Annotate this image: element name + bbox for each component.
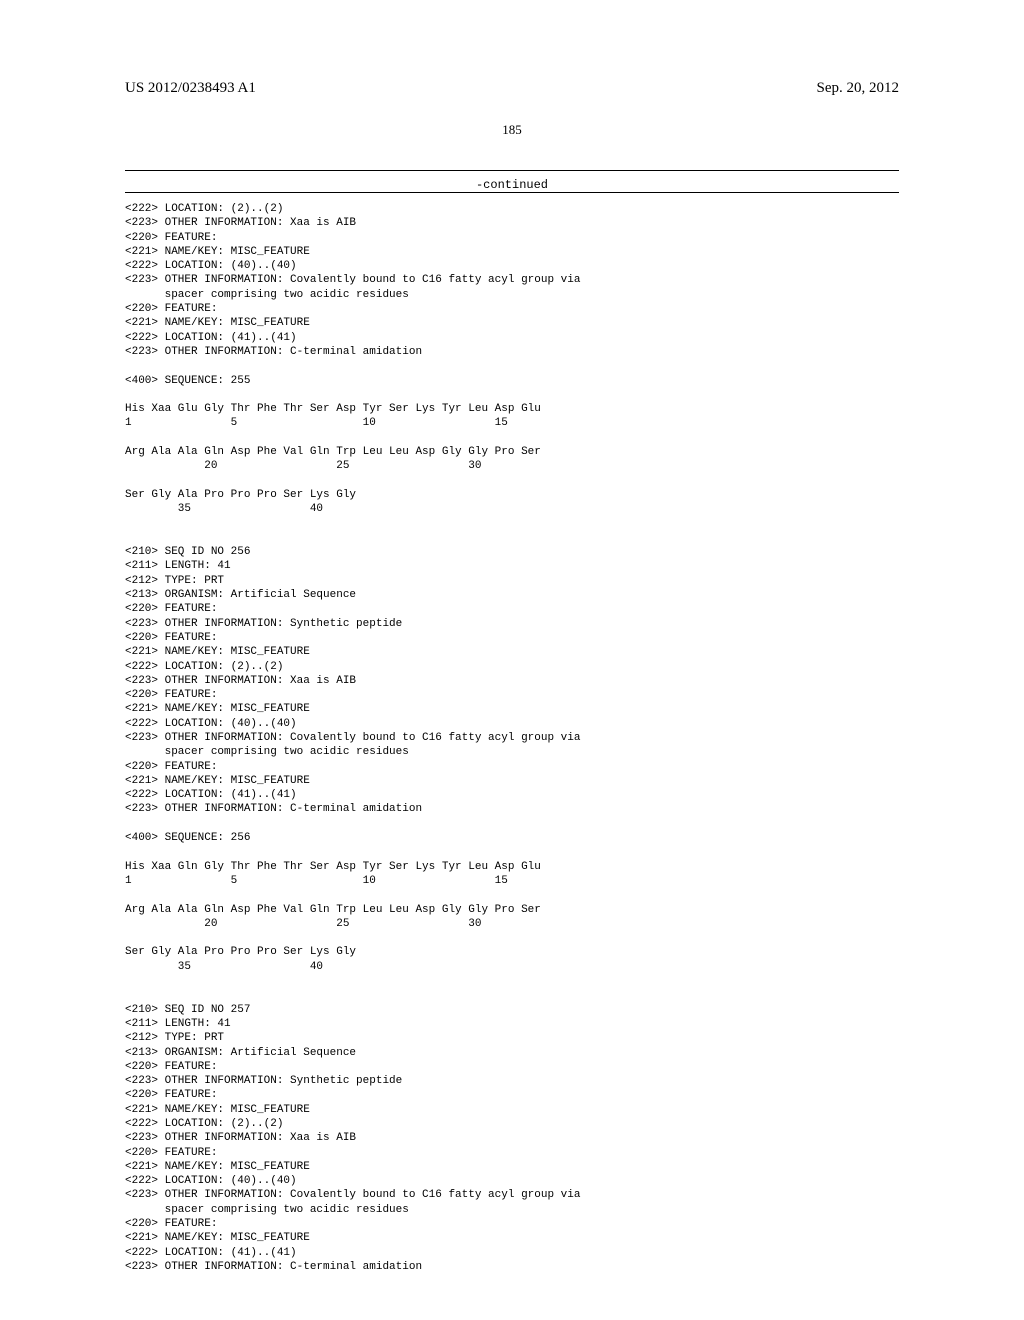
publication-number: US 2012/0238493 A1	[125, 80, 256, 97]
horizontal-rule-top	[125, 170, 899, 171]
sequence-listing: <222> LOCATION: (2)..(2) <223> OTHER INF…	[125, 202, 899, 1274]
continued-label: -continued	[0, 178, 1024, 192]
page-number: 185	[0, 122, 1024, 138]
horizontal-rule-bottom	[125, 192, 899, 193]
publication-date: Sep. 20, 2012	[817, 80, 900, 97]
